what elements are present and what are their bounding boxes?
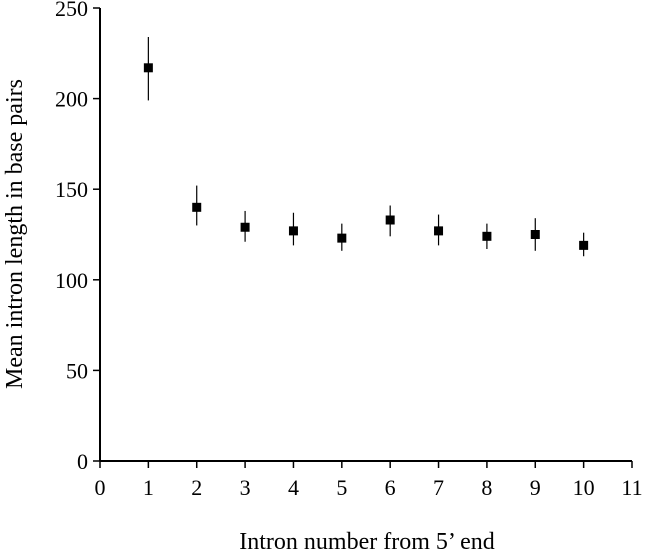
data-marks [143, 36, 589, 257]
x-tick-label: 6 [385, 475, 396, 500]
y-tick-label: 150 [55, 177, 88, 202]
data-point [482, 231, 492, 241]
x-tick-label: 5 [336, 475, 347, 500]
ticks: 0 1 2 3 4 5 6 7 8 9 10 11 0 50 100 150 200 250 [55, 0, 643, 500]
y-axis-title: Mean intron length in base pairs [2, 79, 28, 389]
data-point [240, 222, 250, 232]
x-tick-label: 1 [143, 475, 154, 500]
x-tick-label: 2 [191, 475, 202, 500]
y-tick-label: 250 [55, 0, 88, 21]
data-point [337, 233, 347, 243]
y-tick-label: 50 [66, 358, 88, 383]
axes [99, 8, 632, 462]
y-tick-label: 200 [55, 87, 88, 112]
x-tick-label: 7 [433, 475, 444, 500]
data-point [288, 226, 298, 236]
data-point [192, 202, 202, 212]
y-tick-label: 0 [77, 449, 88, 474]
x-tick-label: 3 [240, 475, 251, 500]
y-tick-label: 100 [55, 268, 88, 293]
data-point [579, 240, 589, 250]
x-tick-label: 8 [481, 475, 492, 500]
x-tick-label: 0 [95, 475, 106, 500]
x-tick-label: 10 [573, 475, 595, 500]
x-tick-label: 9 [530, 475, 541, 500]
data-point [530, 230, 540, 239]
data-point [143, 63, 153, 73]
data-point [434, 226, 444, 236]
x-tick-label: 11 [621, 475, 642, 500]
data-point [385, 215, 395, 225]
x-axis-title: Intron number from 5’ end [239, 529, 494, 555]
x-tick-label: 4 [288, 475, 299, 500]
